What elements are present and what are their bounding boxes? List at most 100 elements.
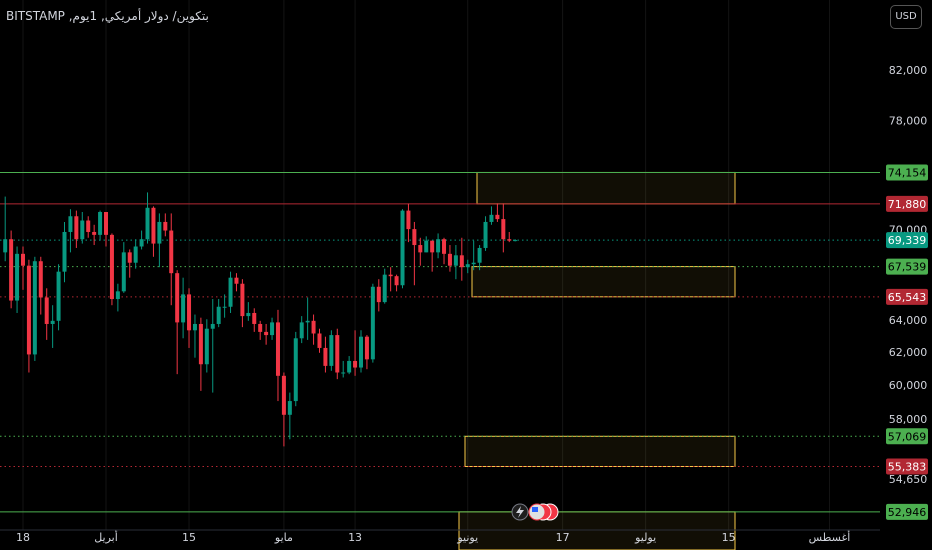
price-label-bg [886, 164, 928, 181]
candle-body [347, 360, 352, 373]
candle-body [501, 219, 506, 240]
candle-body [181, 294, 186, 323]
candle-body [234, 277, 239, 284]
candle-body [388, 274, 393, 277]
candle-body [32, 261, 37, 355]
price-label-bg [886, 288, 928, 305]
price-label-bg [886, 503, 928, 520]
candle-body [412, 229, 417, 246]
candle-body [447, 253, 452, 266]
candle-body [204, 328, 209, 365]
candle-body [115, 291, 120, 300]
candle-body [68, 216, 73, 232]
price-label: 57,069 [888, 430, 927, 443]
event-icons [511, 503, 559, 521]
x-tick-label: 13 [348, 531, 362, 544]
candle-body [121, 252, 126, 292]
candle-body [418, 245, 423, 253]
candle-body [210, 323, 215, 329]
price-label: 74,154 [888, 166, 927, 179]
candle-body [495, 214, 500, 220]
candle-body [364, 336, 369, 360]
candle-body [9, 239, 14, 301]
candle-body [459, 255, 464, 268]
candle-body [169, 230, 174, 274]
x-tick-label: 15 [722, 531, 736, 544]
x-tick-label: أغسطس [809, 530, 851, 544]
price-label: 67,539 [888, 261, 927, 274]
candle-body [80, 220, 85, 240]
price-label: 55,383 [888, 461, 927, 474]
candle-body [264, 331, 269, 336]
candle-body [198, 323, 203, 365]
candle-body [252, 312, 257, 324]
candle-body [424, 240, 429, 253]
candle-body [394, 276, 399, 286]
candle-body [246, 312, 251, 317]
y-tick-label: 54,650 [889, 473, 928, 486]
price-label-bg [886, 428, 928, 445]
currency-button[interactable]: USD [890, 5, 922, 29]
candle-body [104, 212, 109, 235]
y-tick-label: 78,000 [889, 115, 928, 128]
candle-body [139, 239, 144, 247]
candle-body [222, 306, 227, 308]
candle-body [240, 283, 245, 317]
candle-body [275, 322, 280, 376]
candle-body [175, 273, 180, 323]
candle-body [20, 253, 25, 266]
y-tick-label: 60,000 [889, 379, 928, 392]
x-tick-label: أبريل [94, 530, 118, 544]
candle-body [98, 212, 103, 235]
candle-body [317, 333, 322, 348]
zone-box [476, 171, 736, 205]
y-tick-label: 64,000 [889, 314, 928, 327]
candle-body [442, 239, 447, 254]
candle-body [281, 375, 286, 415]
candle-body [133, 246, 138, 263]
candle-body [26, 265, 31, 355]
price-label-bg [886, 195, 928, 212]
candle-body [157, 221, 162, 244]
candle-body [353, 360, 358, 368]
zone-box [471, 266, 736, 298]
candle-body [471, 262, 476, 265]
x-tick-label: يونيو [456, 531, 478, 544]
candle-body [376, 286, 381, 303]
candle-body [507, 239, 512, 241]
candle-body [513, 240, 518, 242]
candle-body [299, 322, 304, 339]
candle-body [216, 306, 221, 324]
candle-body [287, 401, 292, 415]
candle-body [323, 347, 328, 366]
candle-body [109, 234, 114, 300]
candle-body [370, 286, 375, 360]
y-tick-label: 58,000 [889, 413, 928, 426]
candle-body [465, 264, 470, 268]
candle-body [92, 231, 97, 235]
candle-body [74, 216, 79, 240]
candle-body [44, 297, 49, 324]
candle-body [436, 239, 441, 253]
x-tick-label: مايو [274, 531, 293, 544]
candle-body [489, 214, 494, 222]
candle-body [477, 247, 482, 263]
candle-body [406, 210, 411, 230]
candle-body [341, 372, 346, 374]
candle-body [56, 271, 61, 321]
candle-body [3, 239, 8, 253]
price-label: 52,946 [888, 506, 927, 519]
candle-body [270, 322, 275, 336]
candle-body [293, 338, 298, 402]
candle-body [335, 335, 340, 373]
y-tick-label: 62,000 [889, 346, 928, 359]
price-label: 65,543 [888, 291, 927, 304]
candle-body [483, 221, 488, 248]
candle-body [228, 277, 233, 307]
y-tick-label: 82,000 [889, 64, 928, 77]
candle-body [86, 220, 91, 232]
zone-box [464, 435, 736, 468]
candle-body [145, 207, 150, 240]
candle-body [50, 320, 55, 324]
